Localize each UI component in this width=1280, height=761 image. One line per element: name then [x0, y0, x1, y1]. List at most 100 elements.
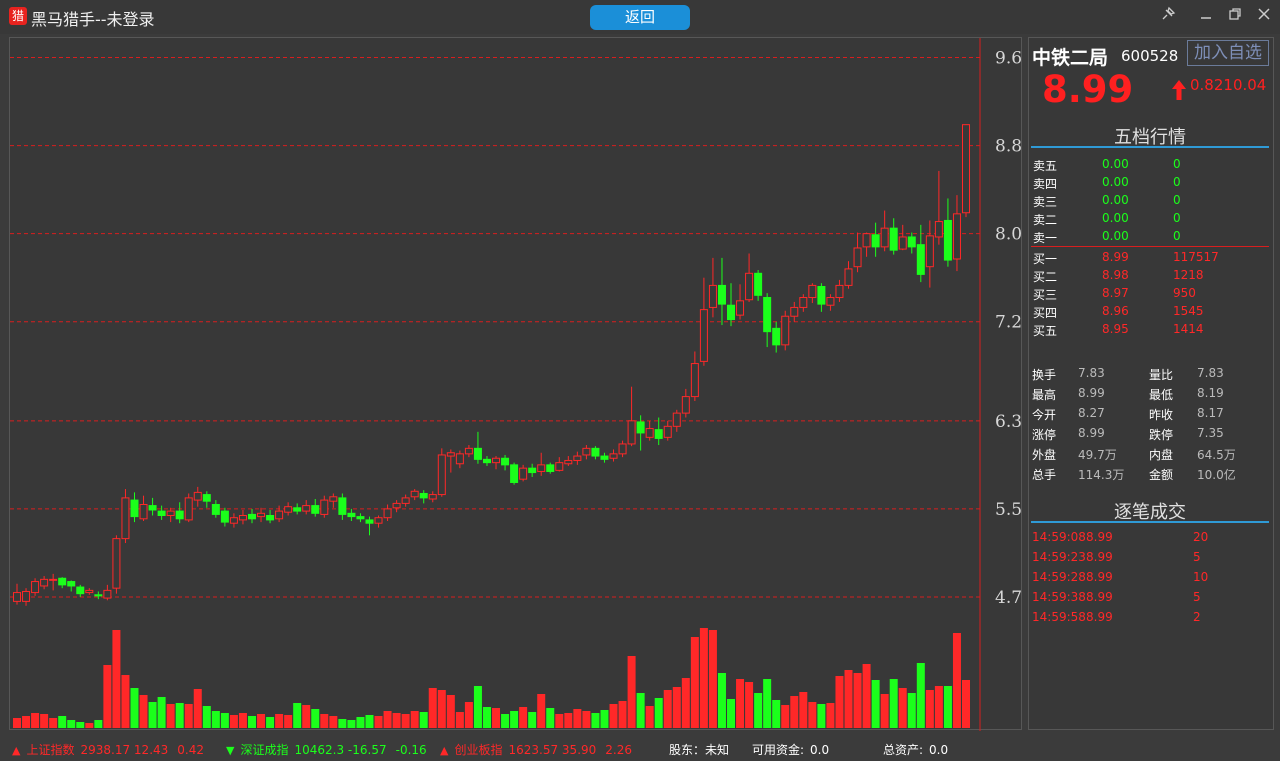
candle-body[interactable]	[618, 443, 627, 455]
candle-body[interactable]	[293, 507, 302, 512]
candle-body[interactable]	[564, 459, 573, 465]
candle-body[interactable]	[826, 297, 835, 306]
candle-body[interactable]	[13, 592, 21, 602]
candle-body[interactable]	[555, 462, 564, 471]
candle-body[interactable]	[365, 519, 374, 524]
candle-body[interactable]	[284, 506, 293, 513]
kline-chart[interactable]: 9.6 8.8 8.0 7.2 6.3 5.5 4.7	[10, 38, 1023, 731]
index-sh[interactable]: ▲ 上证指数 2938.17 12.43 0.42	[12, 743, 204, 757]
candle-body[interactable]	[22, 590, 31, 602]
candle-body[interactable]	[943, 219, 952, 261]
candle-body[interactable]	[148, 505, 157, 511]
candle-body[interactable]	[320, 499, 329, 515]
kline-chart-panel[interactable]: 9.6 8.8 8.0 7.2 6.3 5.5 4.7	[9, 37, 1023, 731]
candle-body[interactable]	[727, 304, 736, 321]
candle-body[interactable]	[519, 467, 528, 480]
candle-body[interactable]	[446, 452, 455, 457]
candle-body[interactable]	[853, 247, 862, 268]
candle-body[interactable]	[591, 447, 600, 457]
candle-body[interactable]	[94, 594, 103, 597]
candle-body[interactable]	[266, 515, 275, 521]
candle-body[interactable]	[392, 502, 401, 509]
candle-body[interactable]	[880, 227, 889, 248]
candle-body[interactable]	[482, 458, 491, 464]
candle-body[interactable]	[501, 457, 510, 466]
close-icon[interactable]	[1254, 6, 1274, 26]
candle-body[interactable]	[238, 515, 247, 521]
candle-body[interactable]	[473, 447, 482, 460]
candle-body[interactable]	[347, 512, 356, 518]
candle-body[interactable]	[130, 499, 139, 518]
candle-body[interactable]	[772, 327, 781, 346]
candle-body[interactable]	[582, 447, 591, 456]
candle-body[interactable]	[419, 492, 428, 499]
candle-body[interactable]	[609, 453, 618, 459]
candle-body[interactable]	[311, 505, 320, 514]
candle-body[interactable]	[338, 497, 347, 515]
candle-body[interactable]	[717, 284, 726, 305]
index-cy[interactable]: ▲ 创业板指 1623.57 35.90 2.26	[440, 743, 632, 757]
candle-body[interactable]	[464, 447, 473, 455]
candle-body[interactable]	[40, 578, 49, 587]
candle-body[interactable]	[302, 505, 311, 512]
candle-body[interactable]	[672, 412, 681, 427]
back-button[interactable]: 返回	[590, 5, 690, 30]
candle-body[interactable]	[934, 221, 943, 238]
candle-body[interactable]	[916, 244, 925, 275]
candle-body[interactable]	[175, 510, 184, 520]
candle-body[interactable]	[546, 464, 555, 472]
candle-body[interactable]	[76, 586, 85, 595]
candle-body[interactable]	[229, 517, 238, 524]
candle-body[interactable]	[573, 455, 582, 461]
candle-body[interactable]	[645, 428, 654, 438]
candle-body[interactable]	[898, 236, 907, 250]
candle-body[interactable]	[184, 497, 193, 521]
candle-body[interactable]	[817, 286, 826, 305]
candle-body[interactable]	[862, 233, 871, 248]
candle-body[interactable]	[401, 497, 410, 504]
candle-body[interactable]	[202, 494, 211, 502]
candle-body[interactable]	[492, 457, 501, 464]
candle-body[interactable]	[799, 297, 808, 308]
candle-body[interactable]	[329, 496, 338, 502]
candle-body[interactable]	[844, 268, 853, 286]
candle-body[interactable]	[835, 284, 844, 299]
candle-body[interactable]	[257, 512, 266, 518]
candle-body[interactable]	[58, 577, 67, 586]
candle-body[interactable]	[754, 272, 763, 296]
candle-body[interactable]	[871, 234, 880, 248]
candle-body[interactable]	[31, 581, 40, 594]
candle-body[interactable]	[763, 297, 772, 333]
minimize-icon[interactable]	[1196, 6, 1216, 26]
candle-body[interactable]	[103, 589, 112, 599]
candle-body[interactable]	[699, 309, 708, 362]
candle-body[interactable]	[193, 491, 202, 501]
candle-body[interactable]	[121, 497, 130, 540]
candle-body[interactable]	[537, 464, 546, 472]
candle-body[interactable]	[790, 306, 799, 317]
candle-body[interactable]	[889, 227, 898, 251]
candle-body[interactable]	[952, 213, 961, 260]
candle-body[interactable]	[636, 421, 645, 434]
candle-body[interactable]	[781, 315, 790, 346]
candle-body[interactable]	[247, 513, 256, 520]
candle-body[interactable]	[690, 363, 699, 398]
index-sz[interactable]: ▼ 深证成指 10462.3 -16.57 -0.16	[226, 743, 427, 757]
candle-body[interactable]	[708, 284, 717, 308]
candle-body[interactable]	[49, 578, 58, 581]
candle-body[interactable]	[600, 455, 609, 460]
candle-body[interactable]	[808, 284, 817, 299]
candle-body[interactable]	[383, 508, 392, 519]
candle-body[interactable]	[67, 581, 76, 587]
add-to-watchlist-button[interactable]: 加入自选	[1187, 40, 1269, 66]
candle-body[interactable]	[925, 235, 934, 268]
candle-body[interactable]	[528, 467, 537, 474]
candle-body[interactable]	[745, 272, 754, 301]
candle-body[interactable]	[428, 494, 437, 500]
candle-body[interactable]	[166, 510, 175, 517]
candle-body[interactable]	[627, 420, 636, 445]
candle-body[interactable]	[275, 510, 284, 520]
candle-body[interactable]	[410, 490, 419, 498]
candle-body[interactable]	[654, 429, 663, 439]
candle-body[interactable]	[663, 425, 672, 438]
